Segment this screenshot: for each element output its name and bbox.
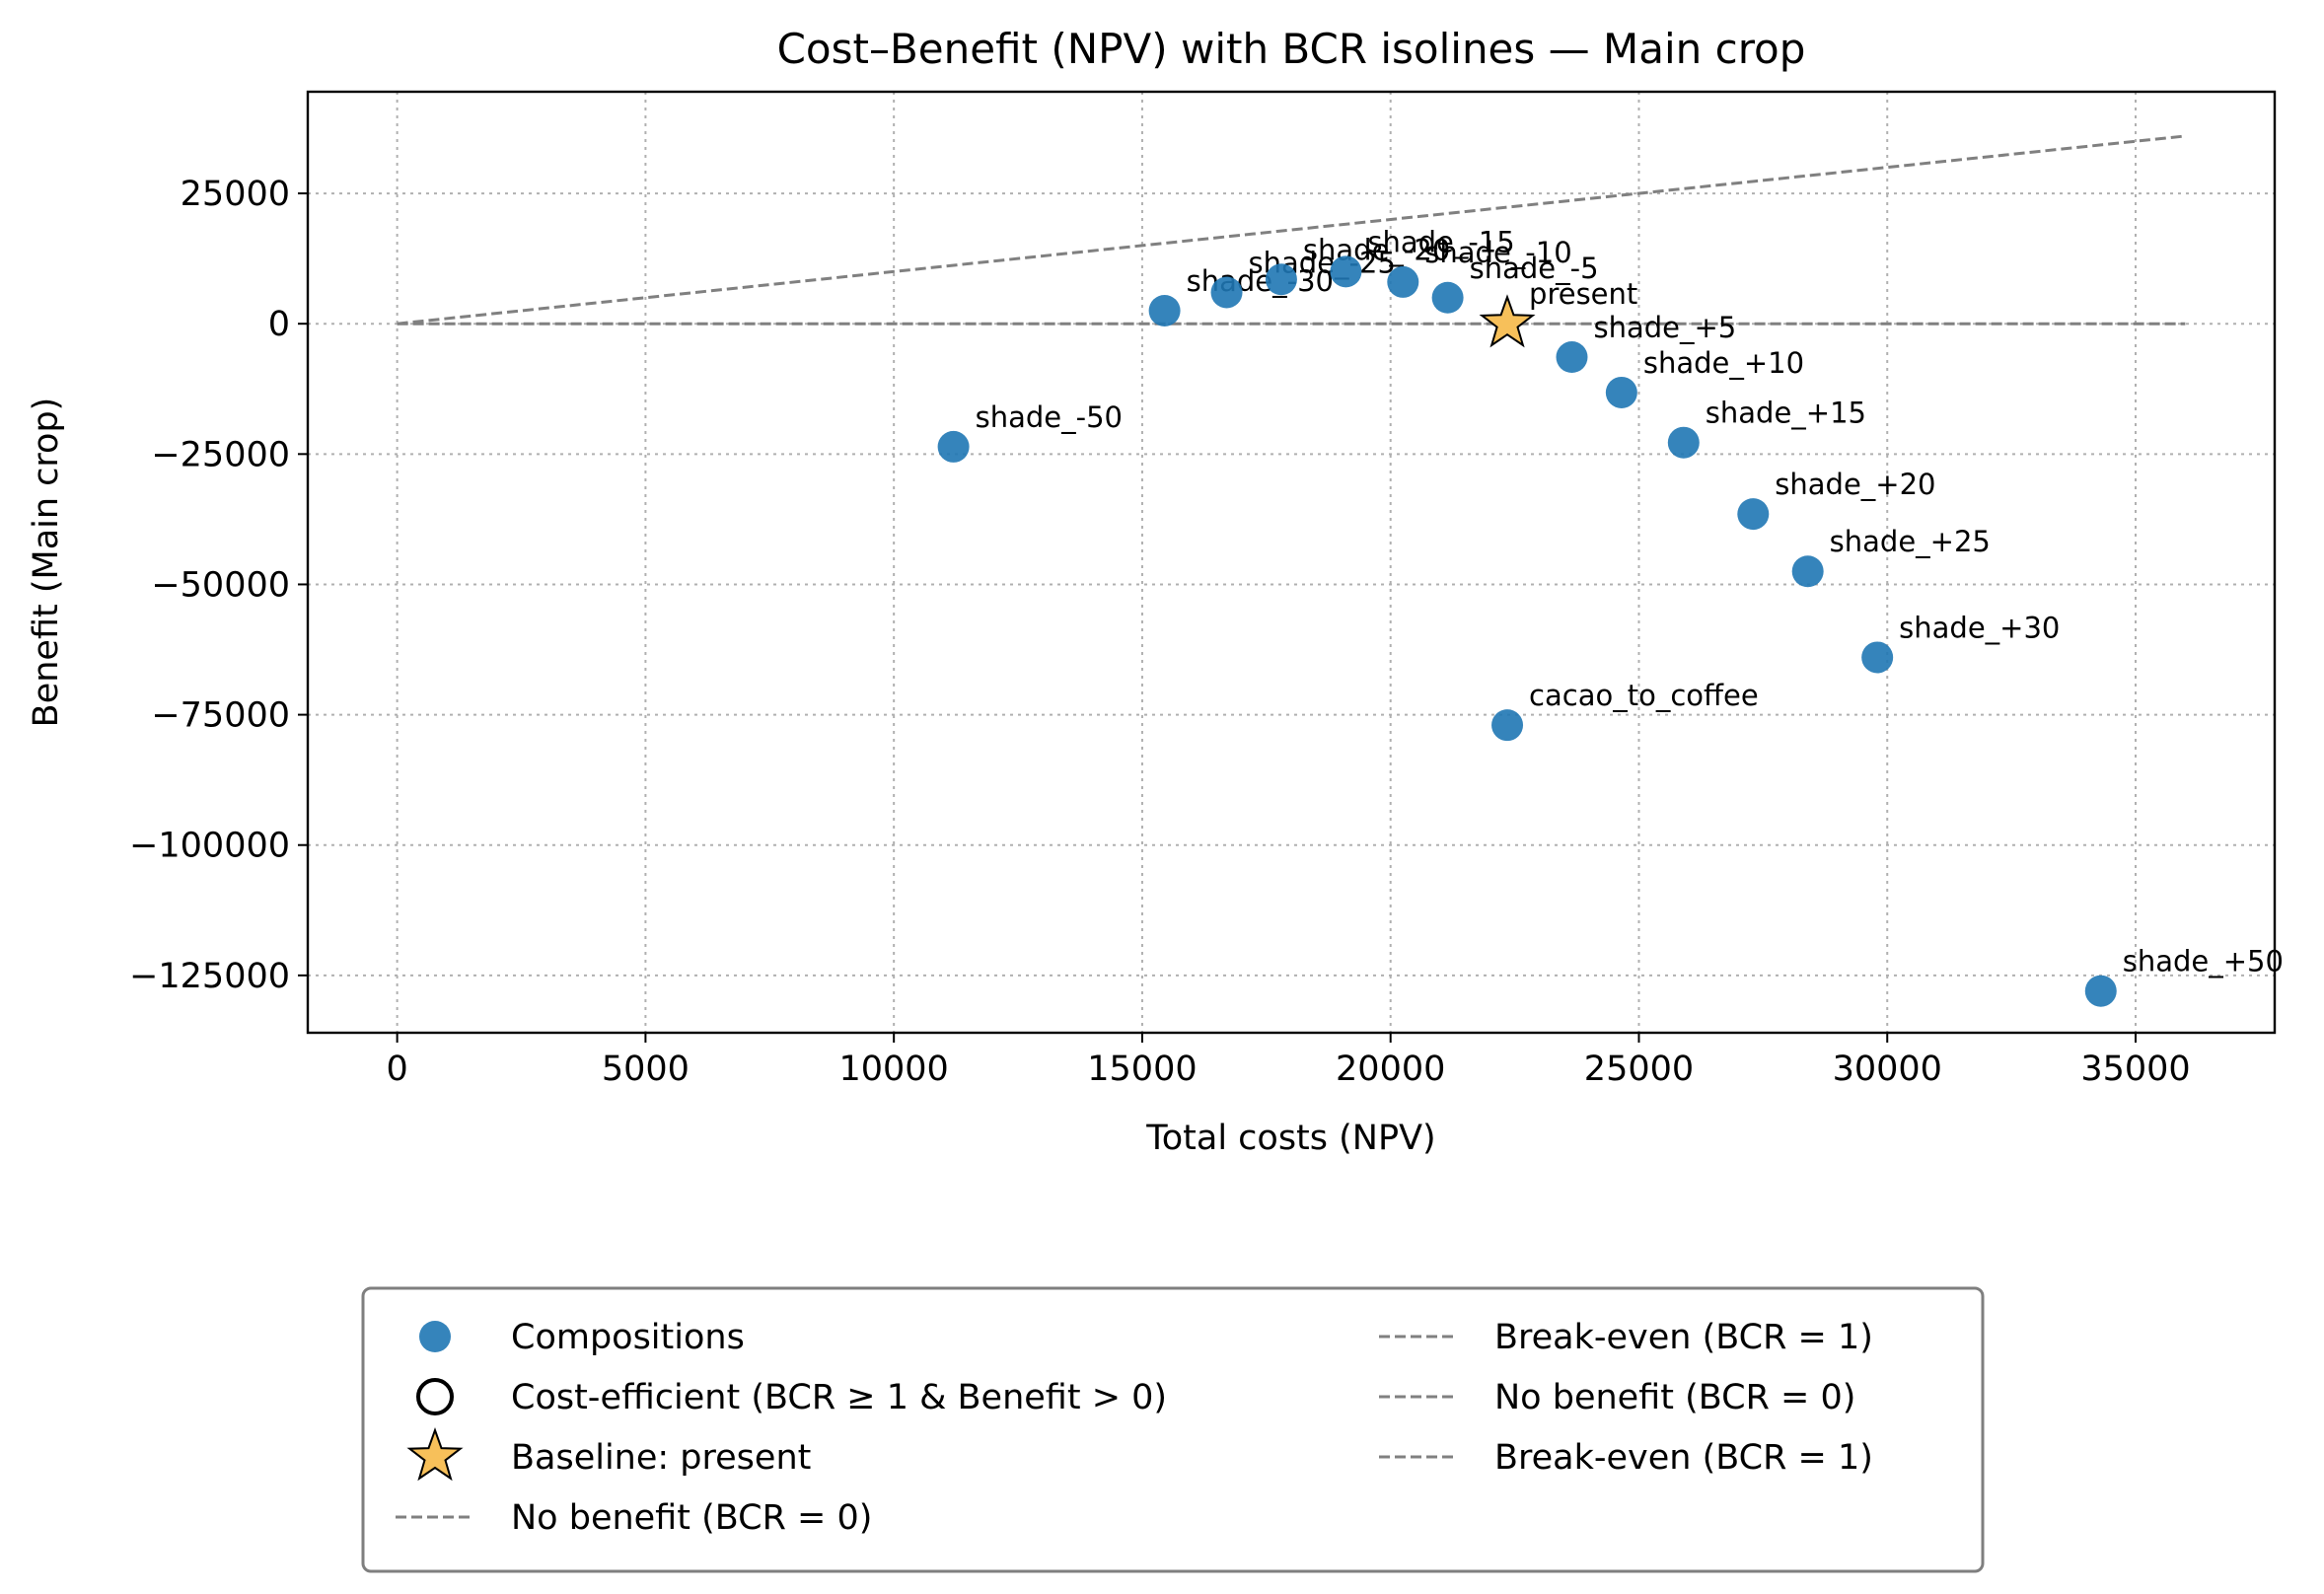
x-tick-label: 5000 [602, 1050, 690, 1089]
y-tick-label: 0 [268, 305, 290, 344]
axis-ticks: 0 5000 10000 15000 20000 25000 30000 35000 25000… [129, 175, 2191, 1089]
data-point [1330, 255, 1362, 288]
y-tick-label: −50000 [151, 565, 290, 605]
legend-entry: Break-even (BCR = 1) [1379, 1438, 1873, 1478]
legend-label: Cost-efficient (BCR ≥ 1 & Benefit > 0) [511, 1378, 1167, 1417]
chart-title: Cost–Benefit (NPV) with BCR isolines — M… [777, 25, 1806, 73]
legend-label: Baseline: present [511, 1438, 811, 1478]
data-point [1667, 426, 1700, 459]
legend-marker [416, 1378, 454, 1415]
y-tick-label: −125000 [129, 957, 290, 996]
point-label: shade_+50 [2123, 945, 2284, 978]
data-point [1737, 498, 1770, 531]
y-tick-label: −25000 [151, 435, 290, 474]
y-tick-label: −75000 [151, 696, 290, 736]
data-point [1491, 709, 1524, 742]
legend-label: No benefit (BCR = 0) [1494, 1378, 1855, 1417]
plot-frame [306, 90, 2277, 1035]
y-tick-label: 25000 [181, 175, 290, 214]
x-tick-label: 0 [386, 1050, 407, 1089]
point-label: shade_+15 [1706, 397, 1866, 430]
data-points: shade_-50shade_-30shade_-25shade_-20shad… [937, 225, 2284, 1007]
data-point [1210, 276, 1243, 309]
data-point [1791, 555, 1824, 588]
x-tick-label: 35000 [2080, 1050, 2190, 1089]
data-point [1387, 265, 1419, 298]
data-point [1605, 376, 1637, 408]
point-label: shade_-15 [1367, 225, 1514, 258]
grid [308, 92, 2275, 1033]
legend-label: Break-even (BCR = 1) [1494, 1438, 1873, 1478]
y-tick-label: −100000 [129, 827, 290, 866]
x-tick-label: 10000 [838, 1050, 948, 1089]
legend-label: Break-even (BCR = 1) [1494, 1318, 1873, 1357]
legend-marker [419, 1321, 451, 1352]
legend-entry: No benefit (BCR = 0) [396, 1498, 872, 1538]
point-label: shade_-5 [1470, 252, 1599, 285]
legend-entry: No benefit (BCR = 0) [1379, 1378, 1855, 1417]
point-label: shade_+10 [1643, 346, 1804, 380]
bcr-isolines [397, 134, 2186, 326]
data-point [1148, 294, 1181, 326]
data-point [1265, 263, 1297, 296]
point-label: shade_-10 [1424, 236, 1571, 269]
baseline-star [1479, 294, 1536, 348]
legend-entry: Compositions [419, 1318, 745, 1357]
data-point [1431, 281, 1464, 314]
x-tick-label: 25000 [1584, 1050, 1694, 1089]
legend-entry: Baseline: present [406, 1427, 811, 1482]
legend-label: No benefit (BCR = 0) [511, 1498, 872, 1538]
point-label: shade_-50 [976, 400, 1123, 434]
point-label: shade_-20 [1303, 233, 1450, 266]
legend: Compositions Cost-efficient (BCR ≥ 1 & Be… [361, 1286, 1985, 1573]
legend-label: Compositions [511, 1318, 745, 1357]
legend-entry: Cost-efficient (BCR ≥ 1 & Benefit > 0) [416, 1378, 1167, 1417]
x-tick-label: 30000 [1833, 1050, 1942, 1089]
data-point [1861, 641, 1894, 674]
data-point [937, 430, 970, 463]
point-label: shade_-30 [1187, 264, 1334, 298]
legend-frame [361, 1286, 1985, 1573]
x-tick-label: 15000 [1087, 1050, 1197, 1089]
legend-entry: Break-even (BCR = 1) [1379, 1318, 1873, 1357]
data-point [2084, 975, 2117, 1007]
point-label: shade_+5 [1593, 311, 1736, 344]
y-axis-label: Benefit (Main crop) [27, 398, 66, 728]
x-axis-label: Total costs (NPV) [1145, 1119, 1435, 1158]
baseline-label: present [1529, 277, 1637, 311]
point-label: shade_+25 [1830, 525, 1991, 558]
data-point [1556, 341, 1588, 374]
x-tick-label: 20000 [1336, 1050, 1445, 1089]
legend-marker [406, 1427, 464, 1482]
point-label: shade_+20 [1775, 468, 1935, 501]
point-label: shade_+30 [1899, 611, 2060, 644]
point-label: cacao_to_coffee [1529, 679, 1759, 712]
